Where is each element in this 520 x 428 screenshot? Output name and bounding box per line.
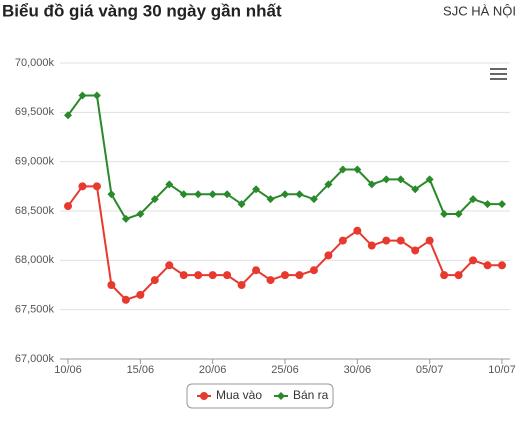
y-tick-label: 68,500k [15,205,55,217]
point [396,236,405,245]
y-tick-label: 69,000k [15,156,55,168]
point [498,200,506,209]
point [121,214,130,223]
point [324,180,333,189]
point [121,295,130,304]
point [78,182,87,191]
menu-button[interactable] [490,68,507,80]
y-tick-label: 67,000k [15,353,55,365]
point [382,236,391,245]
point [353,226,362,235]
legend-marker [200,392,208,400]
series-line [67,94,502,221]
point [165,180,174,189]
point [411,246,420,255]
legend-marker [277,392,285,400]
point [425,236,434,245]
y-tick-label: 69,500k [15,106,55,118]
point [208,190,217,199]
point [281,271,289,280]
point [165,261,174,270]
point [309,266,318,275]
point [136,290,145,299]
point [223,190,232,199]
point [338,236,347,245]
point [324,251,333,260]
x-tick-label: 10/06 [54,364,82,376]
point [78,91,87,100]
point [223,271,232,280]
chart-title: Biểu đồ giá vàng 30 ngày gần nhất [2,1,282,20]
point [179,190,188,199]
point [237,200,246,209]
point [469,195,478,204]
x-tick-label: 30/06 [344,364,372,376]
point [107,281,116,289]
point [483,200,492,209]
point [367,180,376,189]
point [64,111,72,120]
series-line [67,185,502,301]
point [440,271,449,280]
point [150,276,159,285]
point [411,185,420,194]
x-tick-label: 25/06 [271,364,299,376]
y-tick-label: 70,000k [15,57,55,69]
point [179,271,188,280]
y-tick-label: 68,000k [15,254,55,266]
point [425,175,434,184]
y-tick-label: 67,500k [15,304,55,316]
x-tick-label: 05/07 [416,364,444,376]
point [237,281,246,289]
point [483,261,492,270]
point [92,182,101,191]
point [208,271,217,280]
point [353,165,362,174]
point [309,195,318,204]
point [136,209,145,218]
point [382,175,391,184]
point [64,202,72,211]
point [266,195,275,204]
point [440,209,449,218]
x-tick-label: 15/06 [127,364,155,376]
point [454,271,463,280]
x-tick-label: 20/06 [199,364,227,376]
point [266,276,275,285]
legend-label: Mua vào [216,388,262,402]
point [295,190,304,199]
point [396,175,405,184]
point [252,266,261,275]
point [194,271,203,280]
point [281,190,289,199]
point [454,209,463,218]
legend-box [186,383,334,409]
point [150,195,159,204]
point [367,241,376,250]
x-tick-label: 10/07 [488,364,516,376]
point [498,261,506,270]
point [338,165,347,174]
legend-label: Bán ra [293,388,329,402]
chart-subtitle: SJC HÀ NỘI [443,3,516,18]
point [469,256,478,265]
point [252,185,261,194]
point [92,91,101,100]
point [295,271,304,280]
point [107,190,116,199]
point [194,190,203,199]
